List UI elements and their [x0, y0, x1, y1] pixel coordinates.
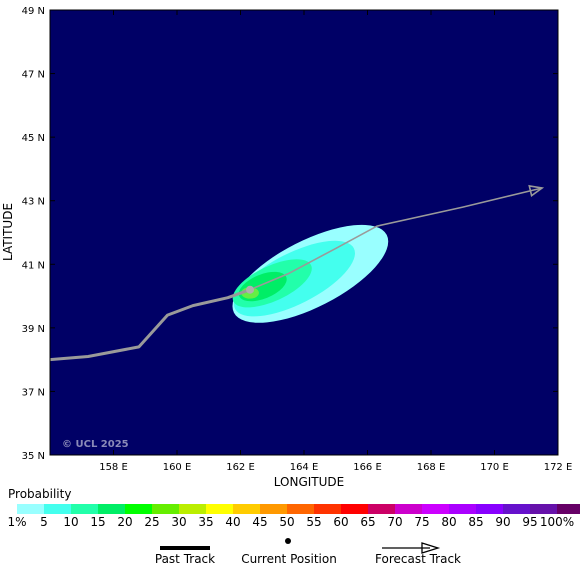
scale-color-17 [476, 504, 503, 514]
past-track-line [49, 288, 251, 362]
scale-color-11 [314, 504, 341, 514]
scale-label: 40 [225, 515, 241, 529]
x-tick-label: 166 E [353, 462, 382, 473]
scale-label: 25 [144, 515, 160, 529]
scale-color-3 [98, 504, 125, 514]
past-track-line-icon [160, 546, 210, 550]
scale-label: 45 [252, 515, 268, 529]
scale-label: 70 [387, 515, 403, 529]
scale-color-0 [17, 504, 44, 514]
forecast-arrowhead [528, 184, 545, 198]
past-track-label: Past Track [154, 552, 216, 566]
scale-label: 35 [198, 515, 214, 529]
legend-title: Probability [8, 487, 72, 501]
scale-color-14 [395, 504, 422, 514]
y-tick-label: 37 N [22, 387, 45, 398]
scale-label: 20 [117, 515, 133, 529]
y-tick-label: 39 N [22, 324, 45, 335]
scale-color-2 [71, 504, 98, 514]
scale-label: 65 [360, 515, 376, 529]
scale-color-5 [152, 504, 179, 514]
probability-scale-labels: 1% 5 10 15 20 25 30 35 40 45 50 55 60 65 70 75 80 85 90 95 1… [0, 515, 580, 531]
x-tick-label: 160 E [163, 462, 192, 473]
scale-color-13 [368, 504, 395, 514]
forecast-track-arrow-icon [382, 542, 441, 554]
scale-color-12 [341, 504, 368, 514]
past-track-key: Past Track [150, 538, 220, 570]
x-axis-ticks: 158 E 160 E 162 E 164 E 166 E 168 E 170 E 172 E [99, 10, 572, 473]
y-tick-label: 43 N [22, 197, 45, 208]
scale-label: 60 [333, 515, 349, 529]
scale-label: 95 [522, 515, 538, 529]
current-position-dot-icon [285, 538, 291, 544]
scale-color-6 [179, 504, 206, 514]
x-tick-label: 162 E [226, 462, 255, 473]
scale-color-15 [422, 504, 449, 514]
forecast-track-key: Forecast Track [370, 538, 465, 570]
forecast-track-line [249, 187, 543, 291]
scale-color-18 [503, 504, 530, 514]
scale-color-9 [260, 504, 287, 514]
scale-label: 100% [539, 515, 575, 529]
current-position-key: Current Position [237, 538, 341, 570]
probability-color-scale [17, 504, 580, 514]
y-axis-label: LATITUDE [1, 203, 15, 261]
x-tick-label: 172 E [544, 462, 573, 473]
copyright-watermark: © UCL 2025 [62, 439, 129, 450]
scale-color-7 [206, 504, 233, 514]
scale-label: 15 [90, 515, 106, 529]
forecast-track-label: Forecast Track [375, 552, 461, 566]
scale-label: 90 [495, 515, 511, 529]
scale-color-8 [233, 504, 260, 514]
scale-color-19 [530, 504, 557, 514]
scale-color-16 [449, 504, 476, 514]
scale-label: 1% [7, 515, 27, 529]
scale-label: 55 [306, 515, 322, 529]
current-position-marker [246, 285, 255, 294]
x-axis-label: LONGITUDE [274, 475, 344, 489]
scale-label: 30 [171, 515, 187, 529]
scale-label: 85 [468, 515, 484, 529]
scale-label: 75 [414, 515, 430, 529]
scale-label: 80 [441, 515, 457, 529]
y-tick-label: 35 N [22, 451, 45, 462]
scale-color-20 [557, 504, 580, 514]
scale-label: 5 [40, 515, 48, 529]
current-position-label: Current Position [241, 552, 337, 566]
y-tick-label: 49 N [22, 6, 45, 17]
scale-color-4 [125, 504, 152, 514]
x-tick-label: 158 E [99, 462, 128, 473]
scale-label: 50 [279, 515, 295, 529]
scale-color-1 [44, 504, 71, 514]
track-key: Past Track Current Position Forecast Tra… [0, 538, 580, 570]
y-tick-label: 47 N [22, 70, 45, 81]
tracks [49, 184, 545, 362]
x-tick-label: 168 E [417, 462, 446, 473]
y-tick-label: 41 N [22, 260, 45, 271]
y-axis-ticks: 49 N 47 N 45 N 43 N 41 N 39 N 37 N 35 N [22, 6, 558, 462]
y-tick-label: 45 N [22, 133, 45, 144]
x-tick-label: 170 E [480, 462, 509, 473]
scale-color-10 [287, 504, 314, 514]
track-probability-map: 158 E 160 E 162 E 164 E 166 E 168 E 170 E 172 E… [1, 6, 572, 489]
map-background [50, 10, 558, 455]
x-tick-label: 164 E [290, 462, 319, 473]
scale-label: 10 [63, 515, 79, 529]
